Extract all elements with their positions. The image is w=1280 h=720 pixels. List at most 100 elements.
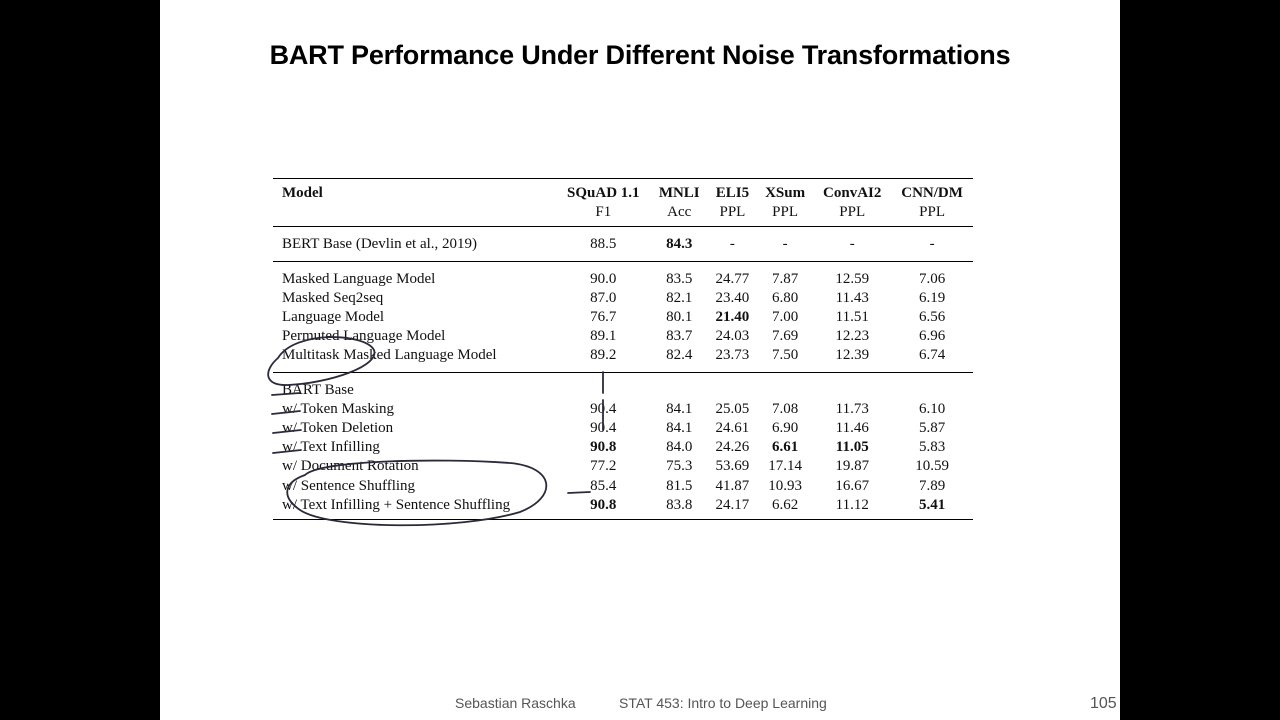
model-name-cell: w/ Text Infilling + Sentence Shuffling [273, 495, 557, 520]
score-cell: 83.7 [666, 328, 693, 345]
column-header: MNLI [650, 178, 708, 204]
score-cell: 7.87 [756, 260, 814, 289]
score-cell: 83.5 [650, 260, 708, 289]
score-cell: 12.59 [813, 260, 892, 289]
table-row: Permuted Language Model 89.1 83.7 24.03 7.69… [273, 327, 973, 346]
column-metric: F1 [595, 204, 612, 221]
score-cell: 11.51 [835, 309, 869, 326]
score-cell: 10.93 [768, 477, 802, 494]
table-metric-row: F1 Acc PPL PPL PPL PPL [273, 203, 973, 227]
score-cell: - [756, 226, 814, 262]
score-cell: 24.61 [715, 419, 750, 436]
score-cell: - [891, 226, 973, 262]
model-name-cell: w/ Token Masking [282, 400, 395, 417]
best-score: 90.8 [590, 439, 617, 456]
column-metric: PPL [919, 204, 946, 221]
score-cell: 17.14 [768, 458, 802, 475]
model-name-cell: Masked Seq2seq [282, 289, 384, 306]
column-header: ELI5 [707, 178, 757, 204]
score-cell: - [707, 226, 757, 262]
best-score: 6.61 [771, 439, 799, 456]
score-cell: 6.90 [771, 419, 799, 436]
score-cell: 10.59 [915, 458, 949, 475]
score-cell: 89.2 [590, 347, 617, 364]
score-cell: 6.80 [771, 289, 799, 306]
score-cell: 7.06 [891, 260, 973, 289]
score-cell: 82.1 [666, 289, 693, 306]
score-cell: 6.56 [918, 309, 946, 326]
score-cell: 76.7 [590, 309, 617, 326]
score-cell: 90.8 [556, 495, 651, 520]
footer-author: Sebastian Raschka [455, 695, 576, 711]
score-cell: 24.17 [707, 495, 757, 520]
score-cell [813, 371, 892, 400]
column-metric [273, 203, 556, 227]
model-name-cell: BART Base [273, 371, 557, 400]
model-name-cell: Permuted Language Model [282, 328, 446, 345]
column-metric: PPL [772, 204, 799, 221]
score-cell: 75.3 [666, 458, 693, 475]
score-cell: 90.8 [556, 438, 651, 457]
score-cell: - [813, 226, 892, 262]
score-cell: 11.12 [813, 495, 892, 520]
score-cell: 12.39 [835, 347, 870, 364]
model-name-cell: Multitask Masked Language Model [282, 347, 497, 364]
score-cell: 11.05 [813, 438, 891, 457]
score-cell: 7.08 [771, 400, 799, 417]
score-cell: 5.83 [918, 439, 946, 456]
score-cell: 23.73 [715, 347, 750, 364]
column-header: Model [273, 178, 557, 204]
score-cell [756, 371, 814, 400]
score-cell: 6.96 [918, 328, 946, 345]
score-cell: 90.0 [556, 260, 651, 289]
model-name-cell: w/ Sentence Shuffling [282, 477, 416, 494]
score-cell [891, 371, 973, 400]
score-cell: 90.4 [590, 400, 617, 417]
table-body: BERT Base (Devlin et al., 2019) 88.5 84.3-… [273, 226, 973, 520]
score-cell: 11.73 [835, 400, 869, 417]
score-cell: 53.69 [715, 458, 750, 475]
score-cell: 87.0 [590, 289, 617, 306]
table-row: w/ Token Deletion 90.4 84.1 24.61 6.90 11.46 5… [273, 419, 973, 438]
score-cell: 24.03 [715, 328, 750, 345]
score-cell: 21.40 [708, 308, 757, 327]
score-cell: 5.87 [918, 419, 946, 436]
score-cell: 84.0 [666, 439, 693, 456]
score-cell: 83.8 [650, 495, 708, 520]
score-cell: 11.46 [835, 419, 869, 436]
model-name-cell: BERT Base (Devlin et al., 2019) [273, 226, 557, 262]
score-cell [707, 371, 757, 400]
footer-course: STAT 453: Intro to Deep Learning [619, 695, 827, 711]
model-name-cell: Masked Language Model [273, 260, 557, 289]
model-name-cell: w/ Token Deletion [282, 419, 394, 436]
score-cell: 24.77 [707, 260, 757, 289]
best-score: 84.3 [666, 236, 693, 253]
score-cell: 81.5 [666, 477, 693, 494]
column-metric: PPL [719, 204, 746, 221]
page-number: 105 [1090, 695, 1117, 712]
score-cell: 88.5 [556, 226, 651, 262]
model-name-cell: Language Model [282, 309, 385, 326]
table-row: w/ Sentence Shuffling 85.4 81.5 41.87 10.93 1… [273, 476, 973, 495]
score-cell [650, 371, 708, 400]
score-cell: 24.26 [715, 439, 750, 456]
score-cell: 84.1 [666, 419, 693, 436]
best-score: 90.8 [590, 496, 617, 513]
table-row: Masked Seq2seq 87.0 82.1 23.40 6.80 11.43 6.19 [273, 289, 973, 308]
score-cell: 6.10 [918, 400, 946, 417]
table-header-row: Model SQuAD 1.1 MNLI ELI5 XSum ConvAI2 CNN/DM [273, 178, 973, 204]
score-cell: 6.62 [756, 495, 814, 520]
column-header: SQuAD 1.1 [556, 178, 651, 204]
score-cell: 6.61 [757, 438, 813, 457]
score-cell [556, 371, 651, 400]
score-cell: 89.1 [590, 328, 617, 345]
table-row: Language Model 76.7 80.1 21.40 7.00 11.51 6.56 [273, 308, 973, 327]
model-name-cell: w/ Document Rotation [282, 458, 419, 475]
table-row: BART Base [273, 371, 973, 400]
score-cell: 12.23 [835, 328, 870, 345]
best-score: 21.40 [715, 309, 750, 326]
score-cell: 11.43 [835, 289, 869, 306]
score-cell: 85.4 [590, 477, 617, 494]
score-cell: 5.41 [891, 495, 973, 520]
score-cell: 23.40 [715, 289, 750, 306]
